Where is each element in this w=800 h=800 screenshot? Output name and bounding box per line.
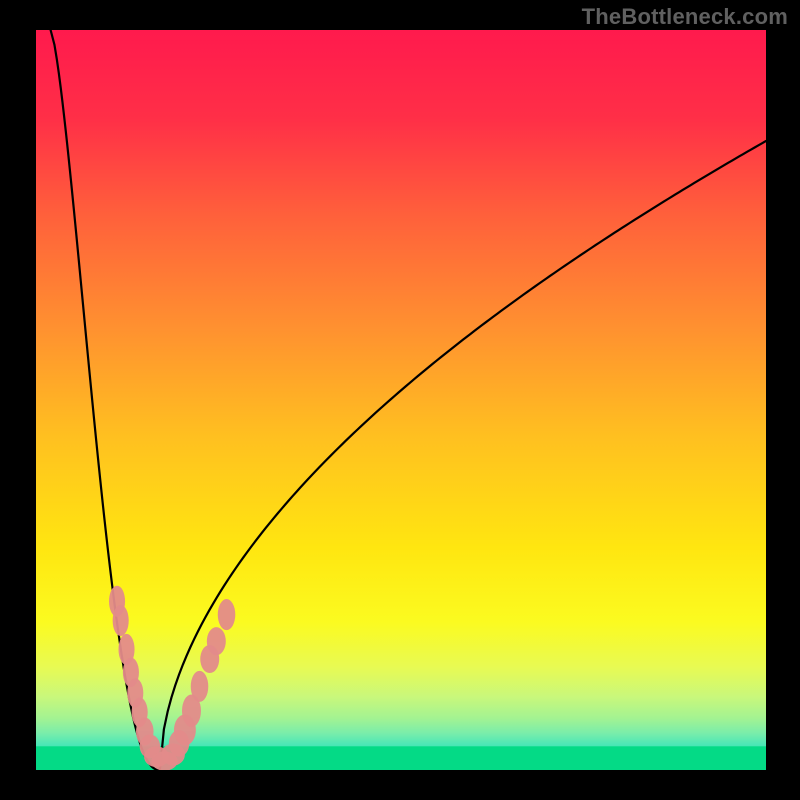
chart-svg	[0, 0, 800, 800]
bottleneck-chart: TheBottleneck.com	[0, 0, 800, 800]
